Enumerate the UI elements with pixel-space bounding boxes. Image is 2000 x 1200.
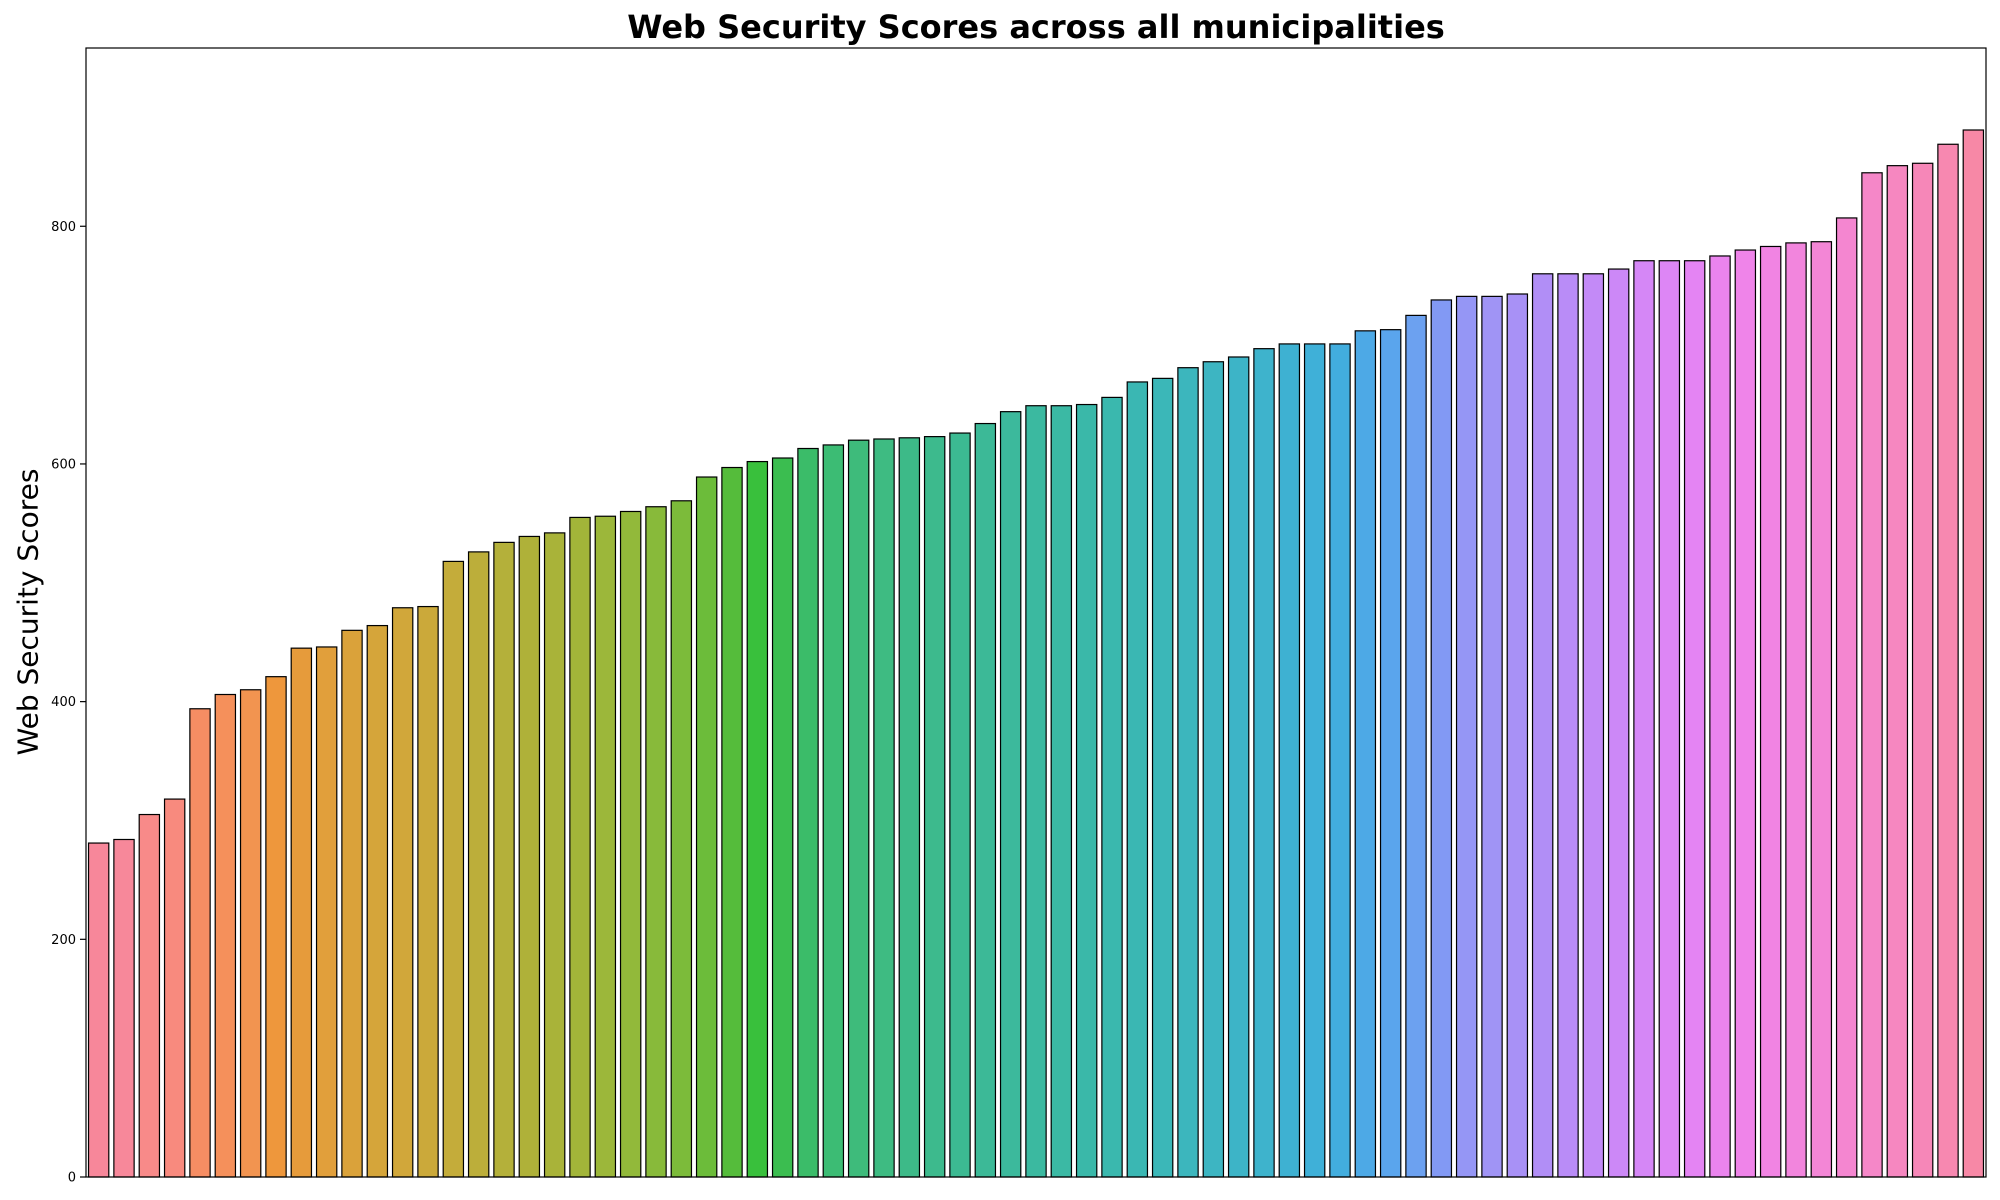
- bar-67: [1759, 245, 1782, 1178]
- bar-63: [1658, 260, 1681, 1178]
- bar-26: [721, 466, 743, 1178]
- bar-62: [1633, 260, 1655, 1178]
- bar-59: [1557, 273, 1579, 1178]
- y-axis: 0 200 400 600 800: [51, 220, 86, 1186]
- bar-54: [1430, 299, 1453, 1178]
- bar-47: [1253, 348, 1275, 1178]
- bar-71: [1861, 172, 1883, 1178]
- bar-22: [619, 510, 642, 1178]
- bar-72: [1886, 165, 1909, 1178]
- bar-17: [493, 541, 515, 1178]
- bar-42: [1126, 381, 1149, 1178]
- bar-20: [569, 516, 591, 1178]
- bar-53: [1405, 314, 1427, 1178]
- y-tick-label-400: 400: [51, 695, 76, 710]
- bar-44: [1177, 367, 1199, 1178]
- bar-65: [1709, 255, 1731, 1178]
- bars-group: [87, 129, 1985, 1178]
- bar-33: [898, 437, 921, 1178]
- bar-3: [138, 813, 161, 1178]
- bar-29: [797, 447, 819, 1178]
- bar-10: [315, 646, 338, 1178]
- bar-18: [518, 535, 541, 1178]
- y-tick-label-200: 200: [51, 933, 76, 948]
- bar-50: [1329, 343, 1351, 1178]
- bar-49: [1303, 343, 1326, 1178]
- bar-19: [543, 532, 566, 1178]
- bar-70: [1835, 217, 1858, 1178]
- bar-11: [341, 629, 363, 1178]
- bar-5: [189, 708, 211, 1178]
- bar-48: [1278, 343, 1301, 1178]
- bar-40: [1075, 403, 1098, 1178]
- bar-16: [467, 551, 490, 1178]
- bar-55: [1455, 295, 1478, 1178]
- bar-45: [1202, 361, 1225, 1178]
- bar-23: [645, 506, 667, 1178]
- bar-28: [771, 457, 794, 1178]
- bar-75: [1962, 129, 1985, 1178]
- y-tick-label-600: 600: [51, 457, 76, 472]
- bar-13: [391, 607, 414, 1178]
- chart-title: Web Security Scores across all municipal…: [627, 8, 1445, 46]
- bar-37: [999, 411, 1022, 1178]
- bar-43: [1151, 377, 1174, 1178]
- bar-66: [1734, 249, 1757, 1178]
- bar-38: [1025, 405, 1047, 1178]
- bar-39: [1050, 405, 1073, 1178]
- bar-27: [746, 460, 769, 1178]
- bar-36: [974, 422, 997, 1178]
- bar-34: [923, 436, 946, 1178]
- y-tick-label-800: 800: [51, 220, 76, 235]
- bar-60: [1582, 273, 1605, 1178]
- bar-46: [1227, 356, 1250, 1178]
- bar-69: [1810, 241, 1833, 1178]
- bar-4: [163, 798, 186, 1178]
- bar-2: [113, 838, 135, 1178]
- bar-1: [87, 842, 110, 1178]
- plot-frame: [85, 47, 1987, 1178]
- bar-61: [1607, 268, 1630, 1178]
- bar-7: [239, 689, 262, 1178]
- bar-9: [290, 647, 313, 1178]
- bar-24: [670, 500, 693, 1178]
- bar-52: [1379, 329, 1402, 1178]
- bar-58: [1531, 273, 1554, 1178]
- bar-31: [847, 439, 870, 1178]
- bar-56: [1481, 295, 1503, 1178]
- bar-73: [1911, 162, 1934, 1178]
- bar-25: [695, 476, 718, 1178]
- bar-64: [1683, 260, 1706, 1178]
- bar-30: [822, 444, 845, 1178]
- bar-35: [949, 432, 971, 1178]
- bar-21: [594, 515, 617, 1178]
- bar-6: [214, 693, 237, 1178]
- y-tick-label-0: 0: [68, 1171, 76, 1186]
- bar-74: [1937, 143, 1959, 1178]
- bar-12: [366, 624, 389, 1178]
- bar-32: [873, 438, 895, 1178]
- bar-15: [442, 560, 465, 1178]
- bar-8: [265, 676, 287, 1178]
- bar-51: [1354, 330, 1377, 1178]
- bar-41: [1101, 396, 1123, 1178]
- bar-14: [417, 605, 439, 1178]
- bar-68: [1785, 242, 1807, 1178]
- bar-57: [1506, 293, 1529, 1178]
